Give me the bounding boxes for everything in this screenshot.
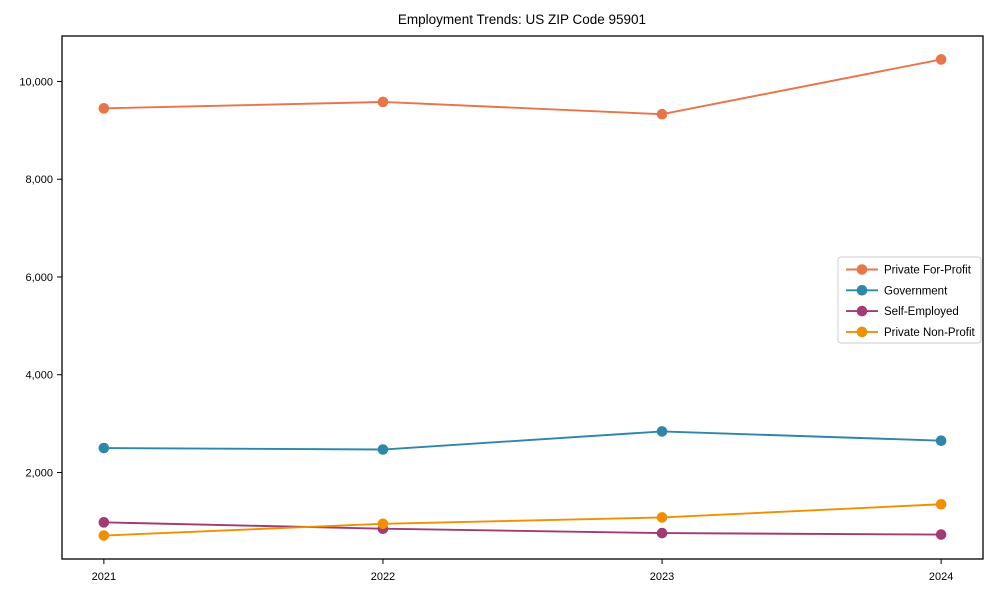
axes: 2,000 4,000 6,000 8,000 10,000 2021 2022 2023 20… (19, 76, 953, 583)
legend-label: Private For-Profit (884, 265, 972, 277)
data-point (656, 426, 668, 437)
legend: Private For-Profit Government Self-Employe… (837, 256, 982, 344)
data-point (377, 96, 389, 108)
y-tick-label: 4,000 (25, 370, 53, 382)
y-tick-label: 10,000 (19, 76, 53, 88)
legend-box (837, 256, 982, 344)
x-tick-label: 2023 (650, 571, 674, 583)
data-point (98, 442, 110, 454)
data-point (935, 498, 947, 510)
plot-border (61, 35, 984, 560)
legend-marker (856, 326, 868, 338)
data-point (656, 108, 668, 120)
data-point (935, 435, 947, 447)
x-tick-label: 2024 (929, 571, 953, 583)
legend-item: Government (846, 285, 948, 297)
x-tick-label: 2022 (371, 571, 395, 583)
data-point (377, 444, 389, 455)
y-tick-label: 6,000 (25, 272, 53, 284)
series-line-private-non-profit (103, 503, 942, 537)
data-point (935, 54, 947, 65)
legend-marker (856, 264, 868, 275)
chart-title: Employment Trends: US ZIP Code 95901 (398, 12, 646, 27)
legend-marker (856, 305, 868, 317)
y-tick-label: 8,000 (25, 174, 53, 186)
series-line-self-employed (103, 521, 942, 536)
plot-frame (61, 35, 984, 560)
data-point (98, 103, 110, 114)
data-point (656, 527, 668, 539)
legend-marker (856, 285, 868, 296)
data-point (98, 517, 110, 528)
series-line-private-for-profit (103, 58, 942, 116)
data-point (377, 518, 389, 530)
data-point (656, 512, 668, 523)
x-tick-label: 2021 (92, 571, 116, 583)
data-point (935, 529, 947, 540)
legend-label: Private Non-Profit (884, 327, 976, 339)
data-point (98, 530, 110, 541)
series-lines (98, 54, 947, 541)
legend-item: Private For-Profit (846, 264, 972, 277)
legend-item: Self-Employed (846, 305, 959, 318)
legend-item: Private Non-Profit (846, 326, 976, 339)
legend-label: Government (884, 285, 948, 297)
legend-label: Self-Employed (884, 306, 959, 318)
y-tick-label: 2,000 (25, 467, 53, 479)
series-line-government (103, 430, 942, 451)
